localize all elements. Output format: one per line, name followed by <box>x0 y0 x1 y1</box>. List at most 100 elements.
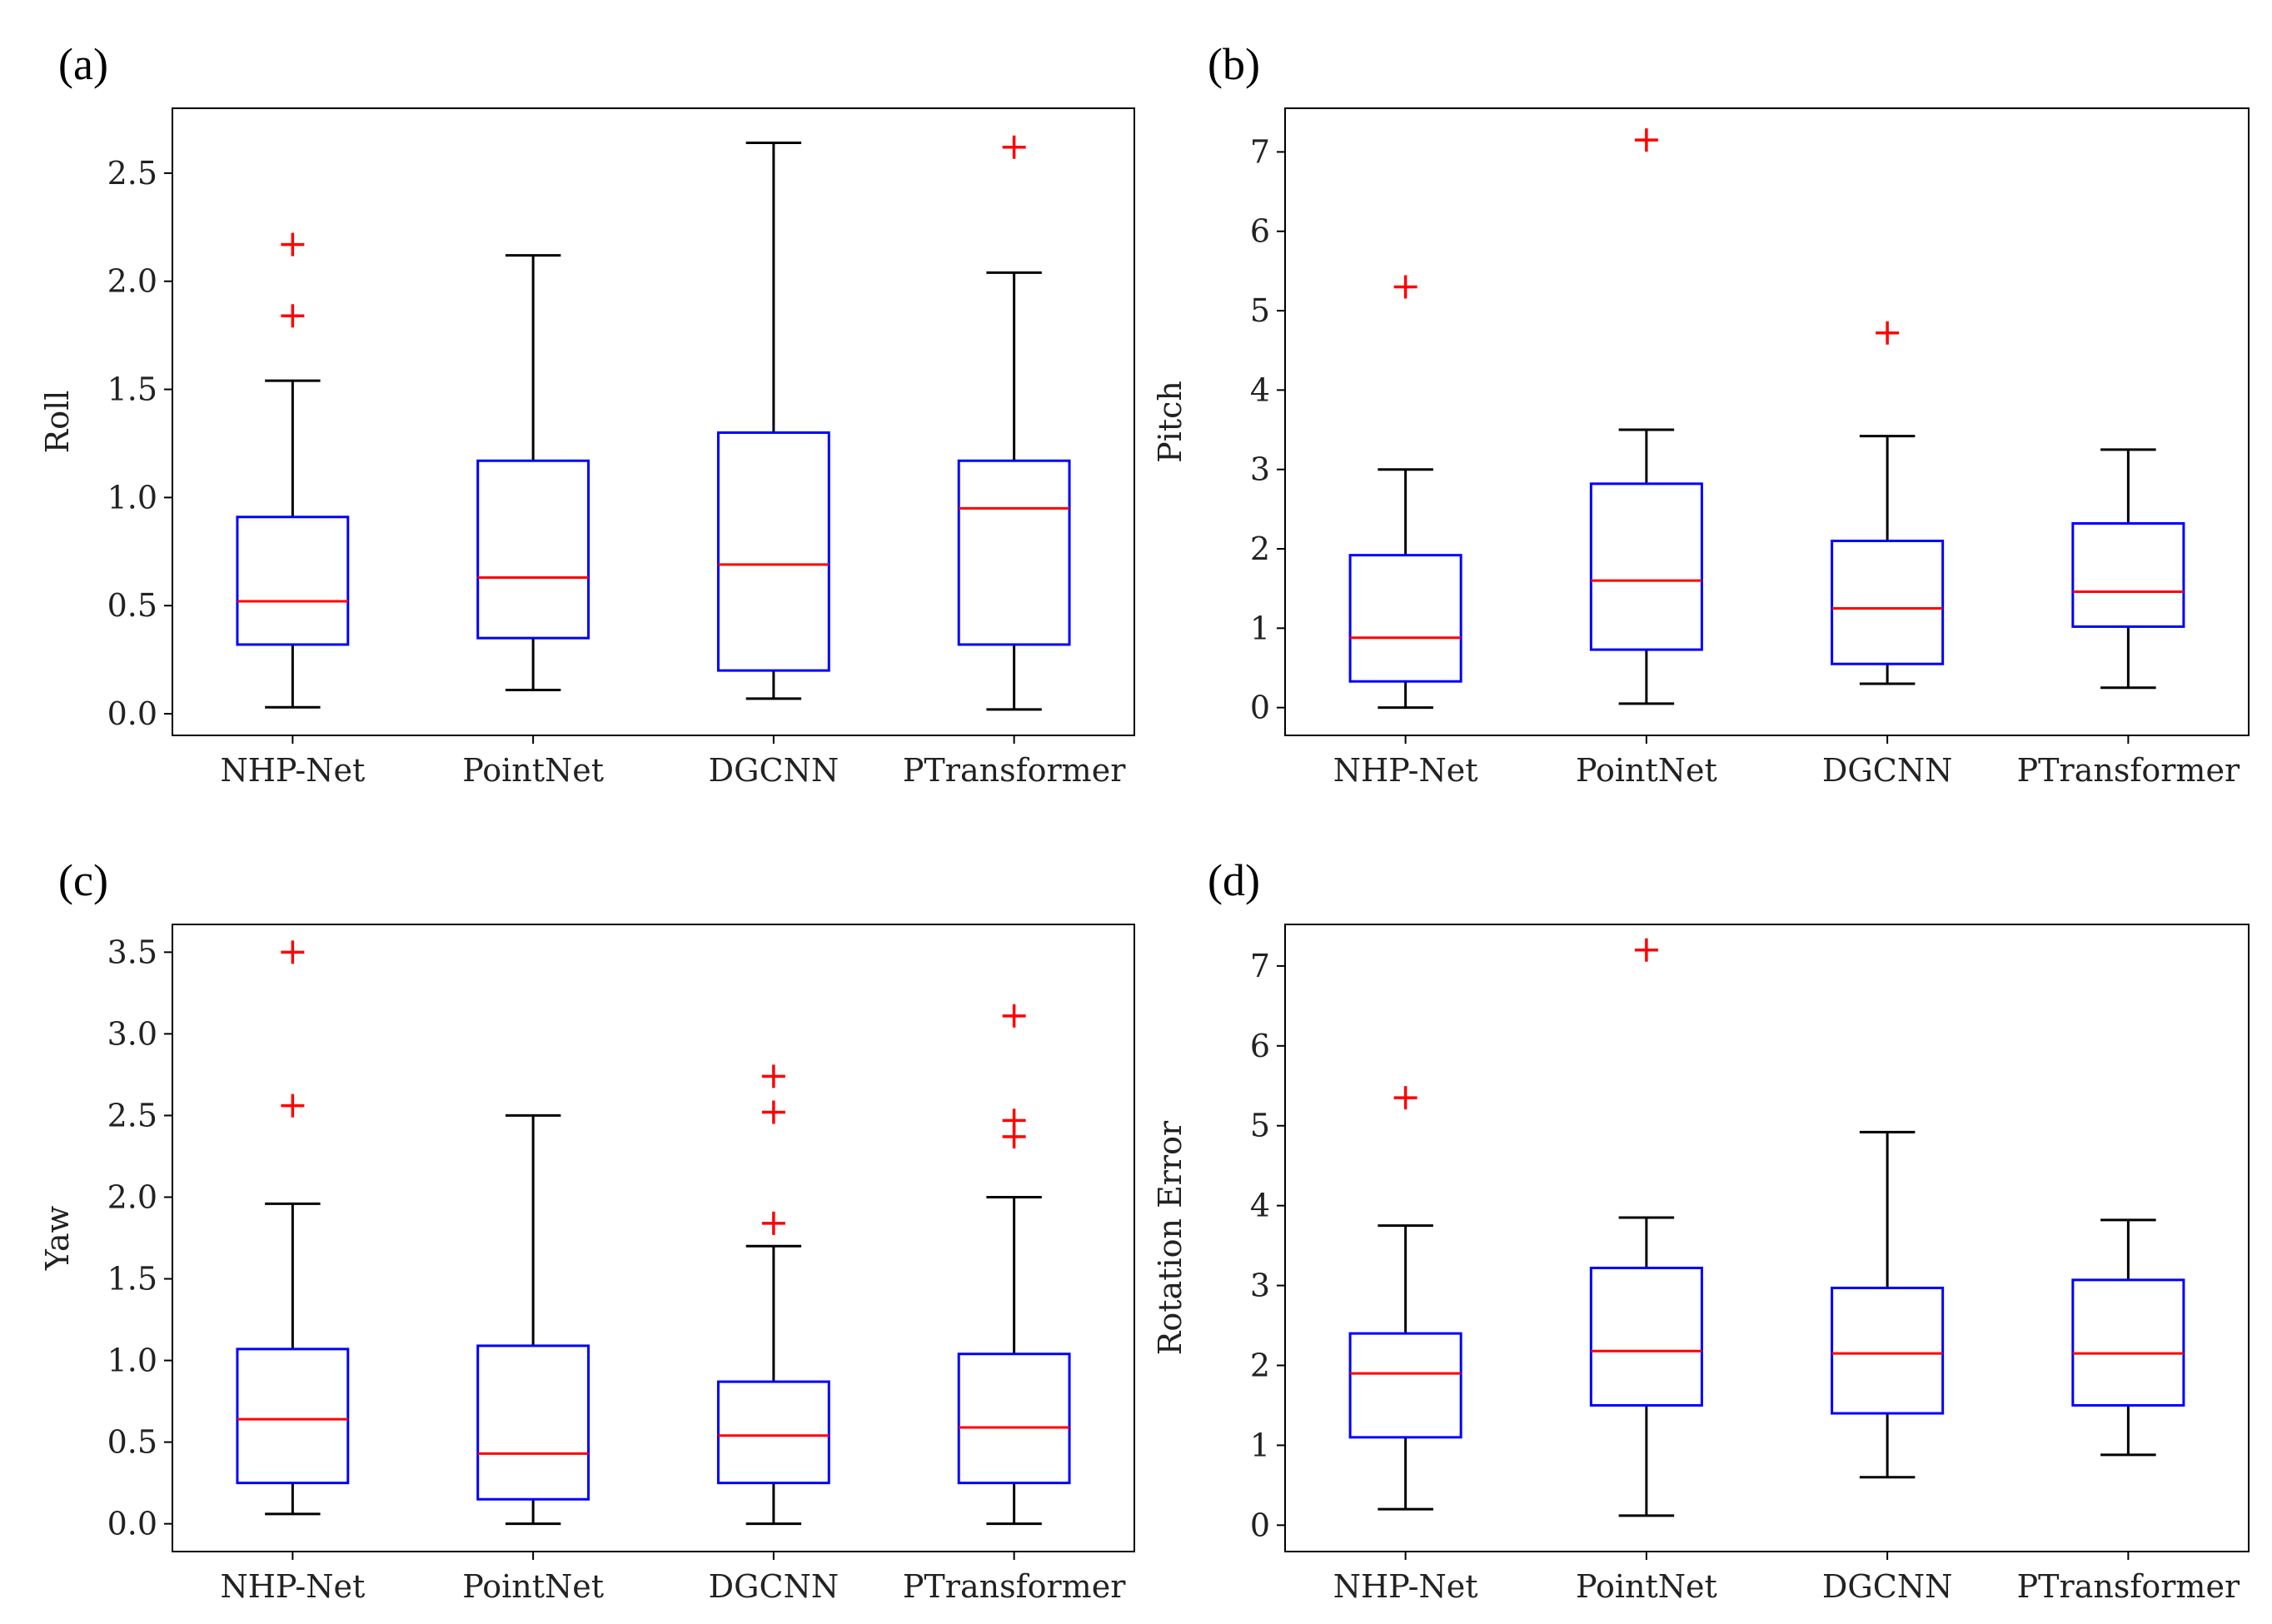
iqr-box <box>1589 482 1703 651</box>
iqr-box <box>2071 522 2185 628</box>
y-tick-label: 1 <box>1250 610 1270 646</box>
y-tick-label: 0 <box>1250 1507 1270 1543</box>
x-tick-label: PTransformer <box>903 752 1126 789</box>
x-tick-label: DGCNN <box>709 752 839 789</box>
box-ptransformer <box>2071 448 2185 690</box>
box-nhp-net <box>236 232 350 709</box>
x-tick-label: PTransformer <box>2017 1568 2240 1605</box>
iqr-box <box>957 459 1071 646</box>
y-axis-title: Roll <box>39 391 76 454</box>
x-tick-label: PointNet <box>1576 1568 1717 1605</box>
box-dgcnn <box>716 1064 830 1526</box>
y-axis-title: Yaw <box>39 1205 76 1271</box>
iqr-box <box>1831 539 1945 665</box>
flier-marker <box>1634 938 1658 962</box>
box-pointnet <box>1589 938 1703 1517</box>
y-axis-title: Rotation Error <box>1152 1120 1188 1355</box>
y-tick-label: 3.5 <box>107 934 157 970</box>
flier-marker <box>1002 135 1026 159</box>
box-dgcnn <box>1831 1130 1945 1479</box>
y-tick-label: 0.0 <box>107 695 157 732</box>
flier-marker <box>761 1211 785 1235</box>
x-tick-label: NHP-Net <box>1333 752 1478 789</box>
flier-marker <box>281 940 305 964</box>
x-tick-label: PointNet <box>462 752 604 789</box>
plot-frame <box>1284 924 2250 1552</box>
box-nhp-net <box>1348 275 1462 710</box>
iqr-box <box>716 431 830 672</box>
subplot-4: (d) 0 1 2 3 4 5 6 7 Rotation Error NHP-Net PointNet… <box>1152 855 2250 1605</box>
iqr-box <box>957 1353 1071 1485</box>
y-tick-label: 7 <box>1250 948 1270 984</box>
x-tick-label: NHP-Net <box>221 752 366 789</box>
flier-marker <box>1634 128 1658 152</box>
iqr-box <box>476 1344 590 1501</box>
x-tick-label: NHP-Net <box>221 1568 366 1605</box>
flier-marker <box>761 1100 785 1124</box>
flier-marker <box>1002 1108 1026 1133</box>
y-tick-label: 6 <box>1250 1028 1270 1064</box>
flier-marker <box>1876 321 1900 345</box>
panel-label: (a) <box>58 39 108 89</box>
y-tick-label: 0.5 <box>107 1424 157 1461</box>
flier-marker <box>1393 275 1418 299</box>
iqr-box <box>236 516 350 646</box>
y-tick-label: 3 <box>1250 1268 1270 1304</box>
x-tick-label: NHP-Net <box>1333 1568 1478 1605</box>
subplot-2: (b) 0 1 2 3 4 5 6 7 Pitch NHP-Net PointNet DGCNN PTra… <box>1152 39 2250 789</box>
iqr-box <box>1589 1266 1703 1407</box>
y-tick-label: 1.0 <box>107 1343 157 1379</box>
y-tick-label: 3 <box>1250 451 1270 488</box>
y-tick-label: 7 <box>1250 133 1270 170</box>
plot-frame <box>172 107 1135 736</box>
flier-marker <box>1002 1004 1026 1028</box>
y-tick-label: 4 <box>1250 1188 1270 1224</box>
y-tick-label: 2.0 <box>107 1178 157 1215</box>
y-tick-label: 2 <box>1250 531 1270 567</box>
iqr-box <box>716 1380 830 1485</box>
y-axis-title: Pitch <box>1152 381 1188 463</box>
y-tick-label: 5 <box>1250 292 1270 329</box>
box-pointnet <box>476 1113 590 1526</box>
y-tick-label: 2 <box>1250 1347 1270 1383</box>
y-tick-label: 3.0 <box>107 1015 157 1052</box>
x-tick-label: PTransformer <box>2017 752 2240 789</box>
subplot-3: (c) 0.0 0.5 1.0 1.5 2.0 2.5 3.0 3.5 Yaw NHP-Net Poi… <box>39 855 1135 1605</box>
flier-marker <box>281 232 305 257</box>
iqr-box <box>2071 1278 2185 1407</box>
y-tick-label: 1.5 <box>107 371 157 408</box>
box-ptransformer <box>2071 1218 2185 1457</box>
x-tick-label: PTransformer <box>903 1568 1126 1605</box>
y-tick-label: 2.0 <box>107 263 157 300</box>
x-tick-label: DGCNN <box>1822 752 1952 789</box>
box-ptransformer <box>957 1004 1071 1526</box>
y-tick-label: 1.5 <box>107 1261 157 1298</box>
panel-label: (c) <box>58 855 108 905</box>
y-tick-label: 2.5 <box>107 1097 157 1133</box>
plot-frame <box>1284 107 2250 736</box>
box-nhp-net <box>236 940 350 1516</box>
iqr-box <box>236 1348 350 1485</box>
y-tick-label: 5 <box>1250 1108 1270 1144</box>
box-dgcnn <box>716 142 830 700</box>
y-tick-label: 4 <box>1250 371 1270 408</box>
flier-marker <box>1393 1086 1418 1110</box>
box-pointnet <box>1589 128 1703 705</box>
panel-label: (b) <box>1208 39 1260 89</box>
iqr-box <box>1348 1332 1462 1439</box>
plot-frame <box>172 924 1135 1552</box>
flier-marker <box>281 1093 305 1118</box>
box-dgcnn <box>1831 321 1945 685</box>
x-tick-label: DGCNN <box>1822 1568 1952 1605</box>
y-tick-label: 0.5 <box>107 587 157 624</box>
y-tick-label: 2.5 <box>107 155 157 192</box>
y-tick-label: 6 <box>1250 213 1270 250</box>
iqr-box <box>1831 1286 1945 1415</box>
x-tick-label: DGCNN <box>709 1568 839 1605</box>
iqr-box <box>476 459 590 640</box>
subplot-1: (a) 0.0 0.5 1.0 1.5 2.0 2.5 Roll NHP-Net PointNet… <box>39 39 1135 789</box>
y-tick-label: 1.0 <box>107 479 157 516</box>
x-tick-label: PointNet <box>462 1568 604 1605</box>
flier-marker <box>281 304 305 328</box>
